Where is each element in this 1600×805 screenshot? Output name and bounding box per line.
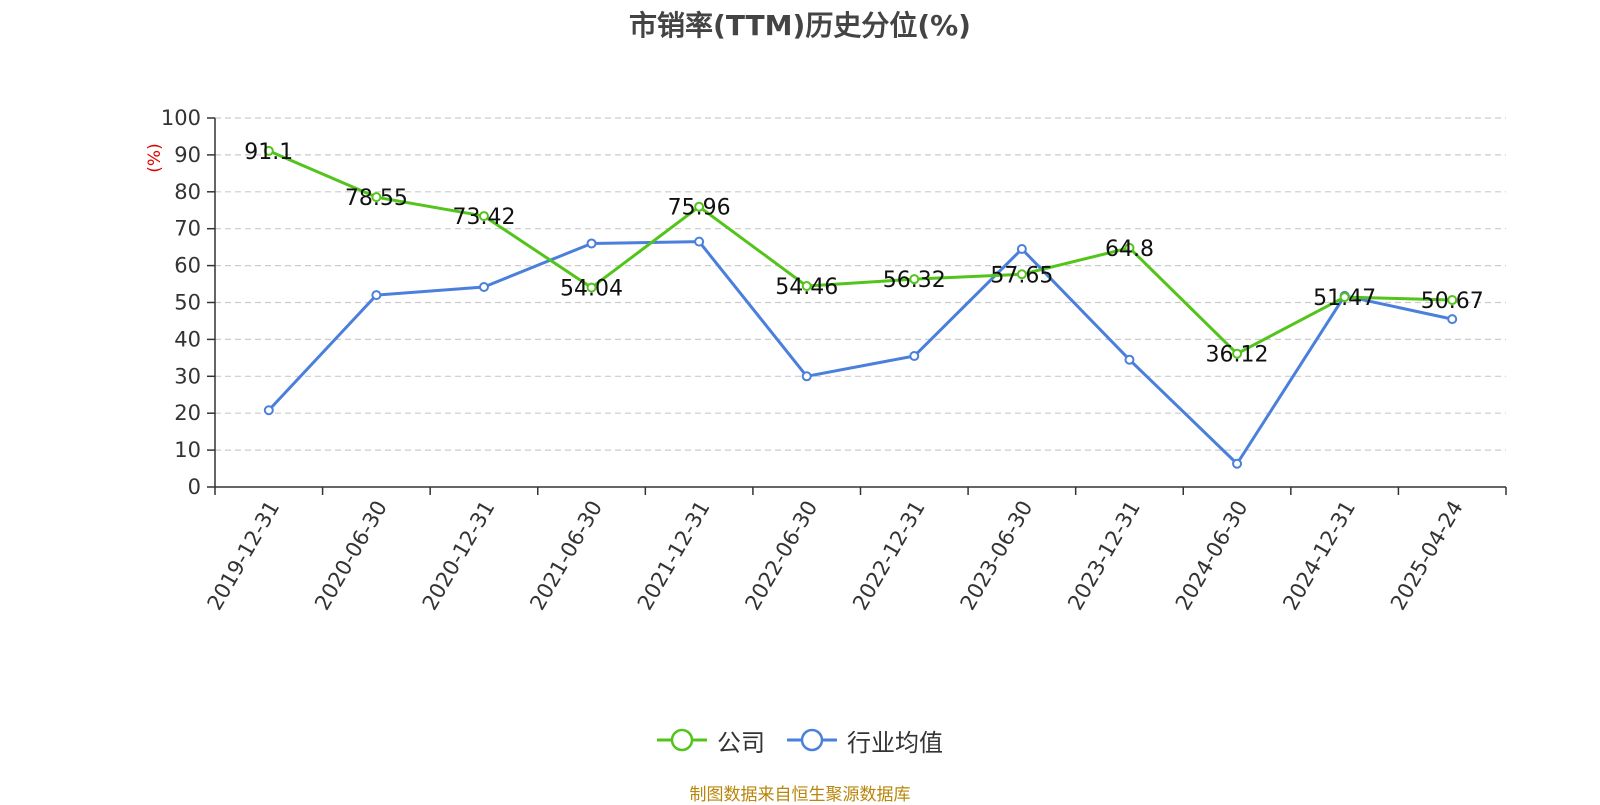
data-label-company: 50.67 — [1421, 289, 1484, 314]
line-chart: 0 10 20 30 40 50 60 70 80 90 100 2019-12-31 2020-06-… — [145, 106, 1507, 615]
data-label-company: 73.42 — [452, 205, 515, 230]
chart-title: 市销率(TTM)历史分位(%) — [629, 9, 971, 42]
data-point-company — [478, 211, 489, 222]
y-tick-label: 90 — [174, 143, 201, 167]
x-tick-label: 2023-12-31 — [1063, 497, 1145, 615]
data-point-company — [909, 274, 920, 285]
legend-line-circle-icon — [787, 728, 837, 752]
legend-label-company: 公司 — [717, 728, 765, 757]
x-tick-label: 2022-12-31 — [848, 497, 930, 615]
legend-label-industry-average: 行业均值 — [847, 728, 943, 757]
x-tick-label: 2022-06-30 — [740, 497, 822, 615]
series — [263, 145, 1458, 469]
data-point-company — [1447, 295, 1458, 306]
data-point-industry-average — [371, 290, 382, 301]
data-point-industry-average — [1124, 354, 1135, 365]
data-point-industry-average — [586, 238, 597, 249]
x-tick-label: 2020-12-31 — [418, 497, 500, 615]
data-point-industry-average — [694, 236, 705, 247]
legend-item-industry-average[interactable]: 行业均值 — [787, 723, 943, 758]
x-tick-label: 2025-04-24 — [1386, 497, 1468, 615]
y-tick-label: 30 — [174, 364, 201, 388]
data-point-company — [263, 145, 274, 156]
data-label-company: 64.8 — [1105, 237, 1154, 262]
data-point-company — [1016, 269, 1027, 280]
y-tick-label: 50 — [174, 291, 201, 315]
data-point-company — [694, 201, 705, 212]
source-note: 制图数据来自恒生聚源数据库 — [689, 785, 911, 805]
legend: 公司 行业均值 — [0, 723, 1600, 757]
data-point-industry-average — [1232, 458, 1243, 469]
y-tick-label: 100 — [161, 106, 201, 130]
data-point-company — [1339, 292, 1350, 303]
data-point-industry-average — [263, 405, 274, 416]
data-label-company: 54.04 — [560, 277, 623, 302]
data-point-industry-average — [478, 282, 489, 293]
y-tick-label: 60 — [174, 254, 201, 278]
y-tick-label: 40 — [174, 327, 201, 351]
data-label-company: 91.1 — [244, 140, 293, 165]
data-label-company: 75.96 — [668, 196, 731, 221]
data-point-industry-average — [801, 371, 812, 382]
data-label-company: 57.65 — [990, 263, 1053, 288]
data-point-industry-average — [909, 351, 920, 362]
series-line-company — [268, 149, 1453, 356]
y-tick-label: 10 — [174, 438, 201, 462]
y-tick-label: 80 — [174, 180, 201, 204]
x-tick-label: 2019-12-31 — [203, 497, 285, 615]
series-line-industry-average — [267, 240, 1453, 466]
data-label-company: 51.47 — [1313, 286, 1376, 311]
legend-item-company[interactable]: 公司 — [657, 723, 765, 758]
data-point-industry-average — [1016, 243, 1027, 254]
x-tick-label: 2020-06-30 — [310, 497, 392, 615]
legend-line-circle-icon — [657, 728, 707, 752]
data-point-company — [586, 282, 597, 293]
x-tick-label: 2021-06-30 — [525, 497, 607, 615]
y-tick-label: 0 — [188, 475, 201, 499]
data-label-company: 36.12 — [1206, 343, 1269, 368]
data-label-company: 56.32 — [883, 268, 946, 293]
data-point-company — [371, 192, 382, 203]
data-point-company — [1124, 242, 1135, 253]
data-label-company: 78.55 — [345, 186, 408, 211]
x-tick-label: 2024-06-30 — [1171, 497, 1253, 615]
x-tick-label: 2023-06-30 — [956, 497, 1038, 615]
data-point-industry-average — [1447, 314, 1458, 325]
data-point-company — [1232, 348, 1243, 359]
data-label-company: 54.46 — [775, 275, 838, 300]
data-labels: 91.1 78.55 73.42 54.04 75.96 54.46 56.32 57.65 6… — [244, 140, 1483, 368]
y-tick-label: 20 — [174, 401, 201, 425]
y-tick-label: 70 — [174, 217, 201, 241]
x-tick-label: 2024-12-31 — [1278, 497, 1360, 615]
data-point-company — [801, 281, 812, 292]
y-axis-label: (%) — [145, 143, 165, 172]
x-tick-label: 2021-12-31 — [633, 497, 715, 615]
grid-lines — [215, 117, 1506, 451]
